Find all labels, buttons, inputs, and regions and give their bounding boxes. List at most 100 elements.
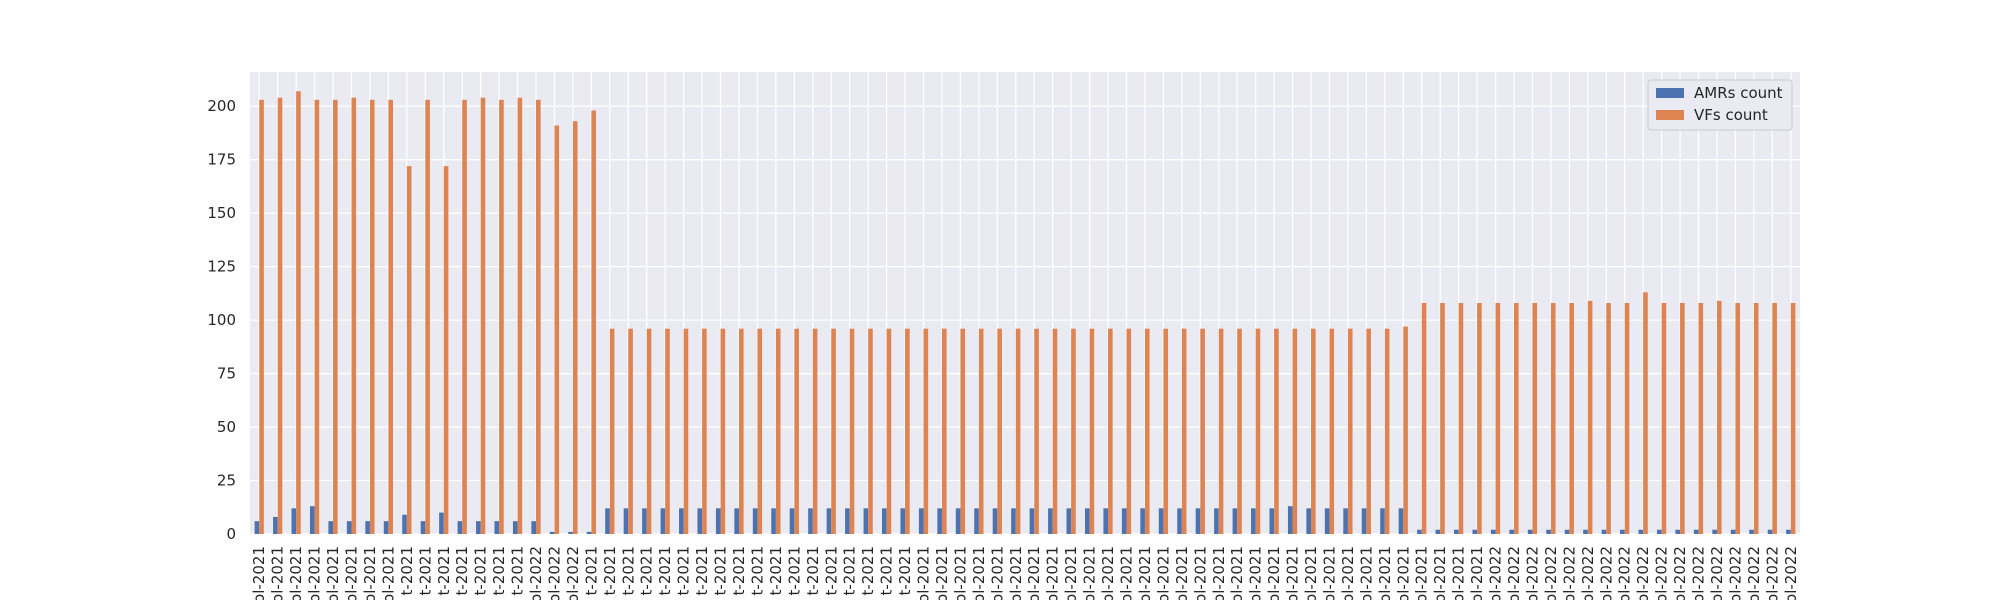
y-tick-label: 100 [207,311,236,329]
vfs-count-bar [609,328,615,534]
x-tick-label: ol-2021 [915,546,933,600]
x-tick-label: ol-2022 [1579,546,1597,600]
amrs-count-bar [1158,508,1164,534]
amrs-count-bar [1121,508,1127,534]
amrs-count-bar [1564,529,1570,534]
vfs-count-bar [1624,303,1630,534]
x-tick-label: ol-2021 [287,546,305,600]
vfs-count-bar [1200,328,1205,534]
x-tick-label: ol-2021 [342,546,360,600]
x-tick-label: t-2021 [398,546,416,595]
x-tick-label: ol-2021 [379,546,397,600]
vfs-count-bar [1772,303,1777,534]
amrs-count-bar [1656,529,1662,534]
amrs-count-bar [1712,529,1717,534]
vfs-count-bar [1403,326,1408,534]
x-tick-label: ol-2021 [1413,546,1431,600]
vfs-count-bar [1274,328,1279,534]
amrs-count-bar [1361,508,1367,534]
vfs-count-bar [849,328,855,534]
vfs-count-bar [333,99,338,535]
amrs-count-bar [1103,508,1109,534]
x-tick-label: ol-2021 [1450,546,1468,600]
vfs-count-bar [1698,303,1704,534]
amrs-count-bar [1214,508,1219,534]
vfs-count-bar [812,328,818,534]
vfs-count-bar [1089,328,1095,534]
vfs-count-bar [443,166,449,534]
x-tick-label: t-2021 [822,546,840,595]
amrs-count-bar [365,521,370,534]
amrs-count-bar [1048,508,1053,534]
amrs-count-bar [273,516,278,534]
amrs-count-bar [1509,529,1514,534]
vfs-count-bar [997,328,1002,534]
amrs-count-bar [955,508,961,534]
x-tick-label: ol-2021 [1081,546,1099,600]
x-tick-label: t-2021 [656,546,674,595]
amrs-count-bar [1251,508,1256,534]
vfs-count-bar [1753,303,1759,534]
vfs-count-bar [923,328,929,534]
x-tick-label: ol-2021 [306,546,324,600]
x-tick-label: ol-2021 [1339,546,1357,600]
x-tick-label: ol-2021 [324,546,342,600]
x-tick-label: ol-2022 [564,546,582,600]
vfs-count-bar [259,99,264,535]
vfs-count-bar [425,99,430,535]
vfs-count-bar [1532,303,1538,534]
x-tick-label: ol-2021 [1247,546,1265,600]
amrs-count-bar [1583,529,1588,534]
amrs-count-bar [568,531,573,534]
vfs-count-bar [1163,328,1169,534]
amrs-count-bar [752,508,758,534]
x-tick-label: t-2021 [767,546,785,595]
vfs-count-bar [351,97,357,535]
x-tick-label: t-2021 [601,546,619,595]
x-axis: ol-2021 ol-2021 ol-2021 ol-2021 ol-2021 ol-20… [250,546,1800,600]
vfs-count-bar [1661,303,1667,534]
y-tick-label: 75 [217,365,236,383]
amrs-count-bar [605,508,610,534]
x-tick-label: ol-2021 [1357,546,1375,600]
x-tick-label: t-2021 [416,546,434,595]
vfs-count-bar [1126,328,1132,534]
legend: AMRs count VFs count [1647,79,1793,131]
x-tick-label: t-2021 [693,546,711,595]
vfs-count-bar [1311,328,1316,534]
amrs-count-bar [328,521,334,534]
amrs-count-bar [1232,508,1238,534]
amrs-count-bar [642,508,647,534]
bars [254,91,1796,535]
vfs-count-bar [554,125,560,534]
vfs-count-bar [886,328,892,534]
x-tick-label: t-2021 [582,546,600,595]
amrs-count-bar [291,508,297,534]
amrs-count-bar [937,508,942,534]
vfs-count-bar [1550,303,1556,534]
amrs-count-bar [402,514,407,534]
amrs-count-bar [1472,529,1478,534]
amrs-count-bar [1454,529,1459,534]
vfs-count-bar [702,328,707,534]
x-tick-label: t-2021 [748,546,766,595]
x-tick-label: ol-2022 [1708,546,1726,600]
vfs-count-bar [1255,328,1261,534]
x-tick-label: t-2021 [785,546,803,595]
y-axis: 0 25 50 75 100 125 150 175 200 [207,97,236,543]
amrs-count-bar [1638,529,1644,534]
vfs-count-bar [720,328,726,534]
vfs-count-bar [831,328,836,534]
x-tick-label: ol-2021 [1228,546,1246,600]
vfs-count-bar [1329,328,1335,534]
x-tick-label: ol-2022 [1690,546,1708,600]
amrs-count-bar [1066,508,1072,534]
x-tick-label: ol-2021 [250,546,268,600]
amrs-count-bar [1177,508,1182,534]
x-tick-label: ol-2022 [1542,546,1560,600]
x-tick-label: ol-2021 [1210,546,1228,600]
amrs-count-bar [476,521,481,534]
plot-background [250,72,1800,534]
x-tick-label: ol-2022 [545,546,563,600]
